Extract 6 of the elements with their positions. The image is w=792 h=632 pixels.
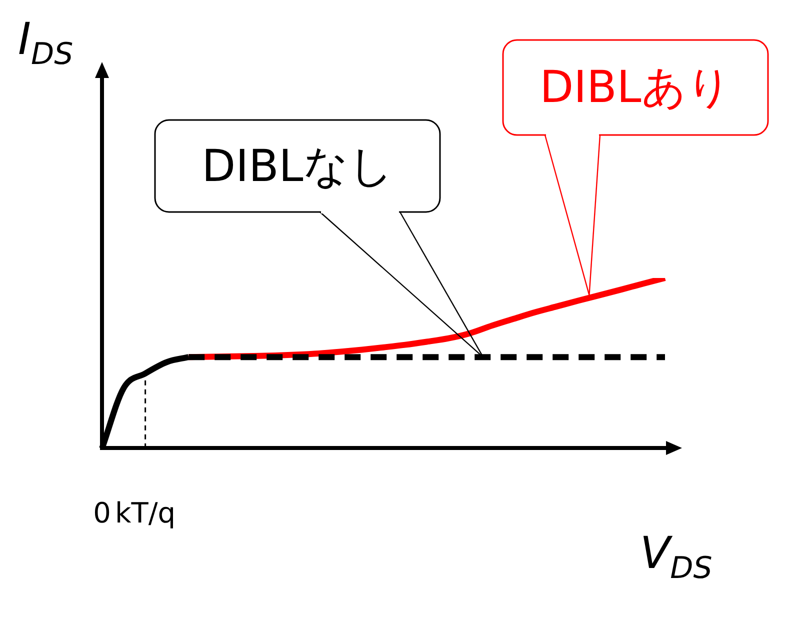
x-axis-title: V$_{DS}$ <box>640 528 712 586</box>
text: DIBLあり <box>503 40 768 135</box>
x-tick-label: kT/q <box>115 496 176 530</box>
x-tick-label: 0 <box>93 496 111 530</box>
y-axis-title: I$_{DS}$ <box>18 14 74 72</box>
text: DIBLなし <box>155 120 440 212</box>
